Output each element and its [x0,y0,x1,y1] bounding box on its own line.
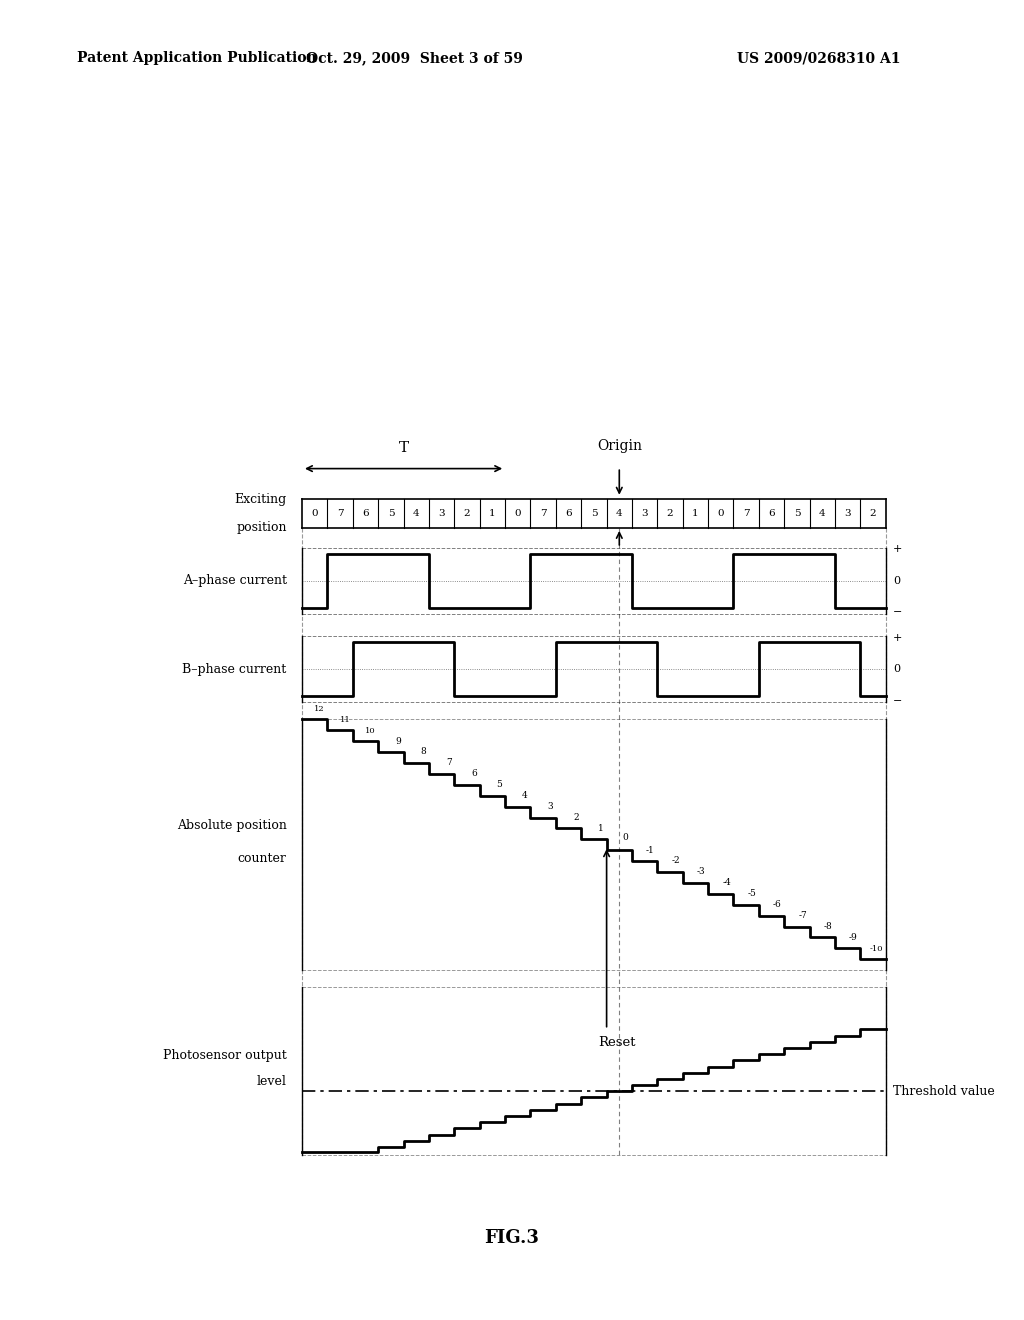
Text: FIG.3: FIG.3 [484,1229,540,1247]
Text: 1: 1 [692,510,698,517]
Text: counter: counter [238,851,287,865]
Text: +: + [893,632,902,643]
Text: Oct. 29, 2009  Sheet 3 of 59: Oct. 29, 2009 Sheet 3 of 59 [306,51,523,65]
Text: 1: 1 [598,824,604,833]
Text: 12: 12 [314,705,325,713]
Text: 11: 11 [340,715,350,723]
Text: Threshold value: Threshold value [893,1085,994,1098]
Text: 1: 1 [489,510,496,517]
Text: 4: 4 [522,791,528,800]
Text: 2: 2 [464,510,470,517]
Text: 0: 0 [718,510,724,517]
Text: Reset: Reset [598,1036,636,1049]
Text: 5: 5 [591,510,597,517]
Text: US 2009/0268310 A1: US 2009/0268310 A1 [737,51,901,65]
Text: A–phase current: A–phase current [182,574,287,587]
Text: level: level [257,1076,287,1088]
Text: -8: -8 [823,921,833,931]
Text: -2: -2 [672,857,680,866]
Text: 8: 8 [421,747,426,756]
Text: 3: 3 [641,510,648,517]
Text: 4: 4 [819,510,825,517]
Text: 0: 0 [311,510,318,517]
Text: +: + [893,544,902,554]
Text: 6: 6 [362,510,369,517]
Text: -6: -6 [773,900,781,909]
Text: 0: 0 [514,510,521,517]
Text: 6: 6 [565,510,571,517]
Text: 0: 0 [893,664,900,675]
Text: -10: -10 [869,945,884,953]
Text: 10: 10 [365,726,376,735]
Text: 2: 2 [573,813,579,822]
Text: −: − [893,607,902,618]
Text: T: T [398,441,409,455]
Text: 9: 9 [395,737,401,746]
Text: 3: 3 [845,510,851,517]
Text: Photosensor output: Photosensor output [163,1049,287,1061]
Text: 7: 7 [337,510,343,517]
Text: -3: -3 [697,867,706,876]
Text: -7: -7 [799,911,807,920]
Text: 2: 2 [869,510,877,517]
Text: -5: -5 [748,890,757,898]
Text: Patent Application Publication: Patent Application Publication [77,51,316,65]
Text: 3: 3 [438,510,445,517]
Text: −: − [893,696,902,706]
Text: 5: 5 [794,510,800,517]
Text: Absolute position: Absolute position [177,818,287,832]
Text: position: position [237,521,287,535]
Text: 7: 7 [742,510,750,517]
Text: 4: 4 [616,510,623,517]
Text: 0: 0 [623,833,628,842]
Text: 2: 2 [667,510,674,517]
Text: 3: 3 [548,803,553,810]
Text: B–phase current: B–phase current [182,663,287,676]
Text: 5: 5 [388,510,394,517]
Text: 6: 6 [471,770,477,779]
Text: 0: 0 [893,576,900,586]
Text: -1: -1 [646,846,654,854]
Text: -4: -4 [722,878,731,887]
Text: 4: 4 [413,510,420,517]
Text: 7: 7 [540,510,547,517]
Text: 6: 6 [768,510,775,517]
Text: -9: -9 [849,933,858,941]
Text: Exciting: Exciting [234,492,287,506]
Text: 5: 5 [497,780,503,789]
Text: Origin: Origin [597,438,642,453]
Text: 7: 7 [446,758,452,767]
